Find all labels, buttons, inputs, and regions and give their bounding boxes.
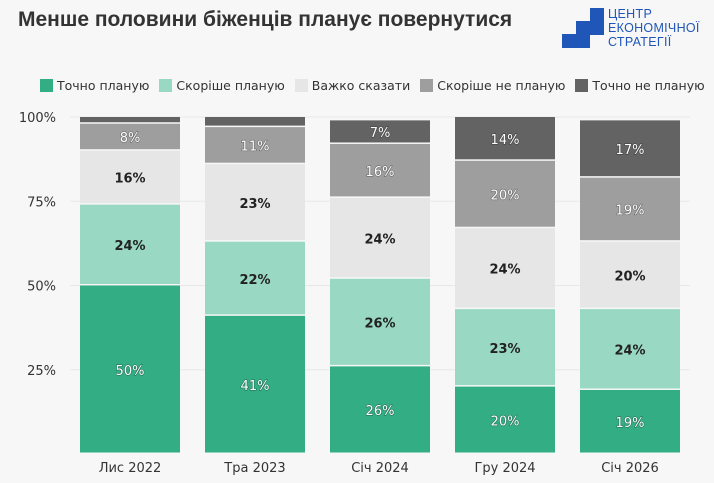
legend: Точно планую Скоріше планую Важко сказати С… (40, 78, 705, 93)
chart-title: Менше половини біженців планує повернути… (18, 8, 513, 31)
bar-segment (80, 285, 180, 453)
bar-segment (80, 117, 180, 123)
bar-segment (205, 241, 305, 315)
data-label: 23% (489, 342, 520, 357)
legend-item: Важко сказати (294, 78, 411, 93)
y-tick-label: 25% (27, 364, 56, 379)
data-label: 23% (239, 197, 270, 212)
x-tick-label: Січ 2024 (351, 461, 409, 476)
x-tick-label: Тра 2023 (223, 461, 285, 476)
bar-segment (205, 315, 305, 453)
data-label: 26% (364, 317, 395, 332)
legend-item: Скоріше планую (159, 78, 285, 93)
bar-segment (455, 117, 555, 160)
x-tick-label: Січ 2026 (601, 461, 659, 476)
data-label: 17% (616, 143, 645, 158)
bar-segment (580, 120, 680, 177)
bar-segment (580, 241, 680, 308)
bar-segment (330, 278, 430, 365)
logo-line: ЕКОНОМІЧНОЇ (608, 21, 700, 35)
legend-item: Точно планую (40, 78, 149, 93)
bar-segment (330, 197, 430, 278)
data-label: 20% (491, 414, 520, 429)
data-label: 14% (491, 133, 520, 148)
data-label: 24% (364, 232, 395, 247)
legend-item: Скоріше не планую (420, 78, 565, 93)
data-label: 11% (241, 140, 270, 155)
bar-segment (580, 309, 680, 389)
data-label: 16% (366, 165, 395, 180)
y-tick-label: 100% (19, 111, 56, 126)
legend-label: Скоріше не планую (437, 78, 566, 93)
data-label: 19% (616, 204, 645, 219)
legend-swatch (159, 79, 173, 92)
legend-swatch (575, 79, 589, 92)
data-label: 41% (241, 379, 270, 394)
legend-label: Важко сказати (311, 78, 411, 93)
bar-segment (580, 389, 680, 453)
data-label: 24% (114, 239, 145, 254)
data-label: 16% (114, 172, 145, 187)
bar-segment (80, 150, 180, 204)
data-label: 24% (614, 344, 645, 359)
legend-label: Точно планую (57, 78, 150, 93)
logo-line: ЦЕНТР (608, 7, 653, 21)
data-label: 8% (120, 131, 141, 146)
bar-segment (455, 160, 555, 227)
y-tick-label: 50% (27, 280, 56, 295)
bar-segment (455, 386, 555, 453)
bar-segment (80, 204, 180, 284)
data-label: 20% (491, 189, 520, 204)
bar-segment (205, 127, 305, 163)
data-label: 50% (116, 364, 145, 379)
bar-segment (330, 366, 430, 453)
legend-item: Точно не планую (575, 78, 705, 93)
y-tick-label: 75% (27, 195, 56, 210)
data-label: 19% (616, 416, 645, 431)
logo-line: СТРАТЕГІЇ (608, 35, 672, 49)
bar-segment (580, 177, 680, 241)
bar-segment (80, 123, 180, 150)
bar-segment (455, 228, 555, 308)
bar-segment (330, 143, 430, 197)
legend-label: Скоріше планую (176, 78, 285, 93)
data-label: 22% (239, 273, 270, 288)
data-label: 26% (366, 404, 395, 419)
x-tick-label: Гру 2024 (474, 461, 535, 476)
bar-segment (205, 164, 305, 241)
legend-swatch (420, 79, 434, 92)
x-tick-label: Лис 2022 (99, 461, 162, 476)
data-label: 24% (489, 263, 520, 278)
bar-segment (205, 117, 305, 126)
data-label: 20% (614, 269, 645, 284)
legend-swatch (40, 79, 53, 92)
bar-segment (455, 309, 555, 386)
logo-text: ЦЕНТР ЕКОНОМІЧНОЇ СТРАТЕГІЇ (608, 7, 700, 49)
legend-label: Точно не планую (592, 78, 705, 93)
bar-segment (330, 120, 430, 143)
logo-icon (562, 8, 604, 48)
data-label: 7% (370, 126, 391, 141)
legend-swatch (294, 79, 308, 92)
